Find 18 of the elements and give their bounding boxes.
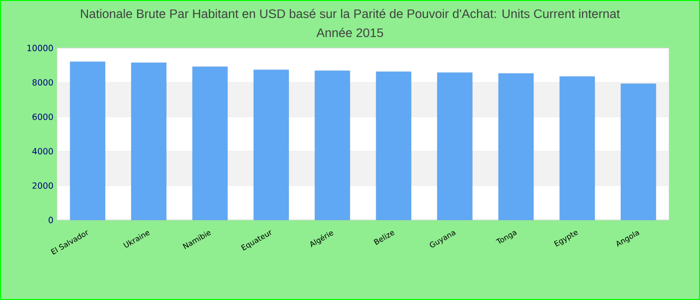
bar xyxy=(376,72,412,220)
bar xyxy=(437,72,472,220)
y-tick-label: 10000 xyxy=(27,44,53,52)
y-tick-label: 4000 xyxy=(32,148,53,154)
bar xyxy=(498,73,534,220)
bar xyxy=(620,84,656,220)
y-tick-label: 2000 xyxy=(32,182,53,189)
y-tick-label: 6000 xyxy=(32,114,53,120)
chart-subtitle: Année 2015 xyxy=(316,28,384,38)
y-tick-label: 8000 xyxy=(32,79,53,86)
bar xyxy=(70,62,106,220)
bar xyxy=(131,62,166,220)
bar xyxy=(314,70,350,220)
bar xyxy=(192,66,228,220)
y-tick-label: 0 xyxy=(48,216,53,224)
bar xyxy=(560,76,595,220)
chart-title: Nationale Brute Par Habitant en USD basé sur la Parité de Pouvoir d'Achat: Units Current internat xyxy=(81,8,620,18)
bar xyxy=(254,70,289,220)
